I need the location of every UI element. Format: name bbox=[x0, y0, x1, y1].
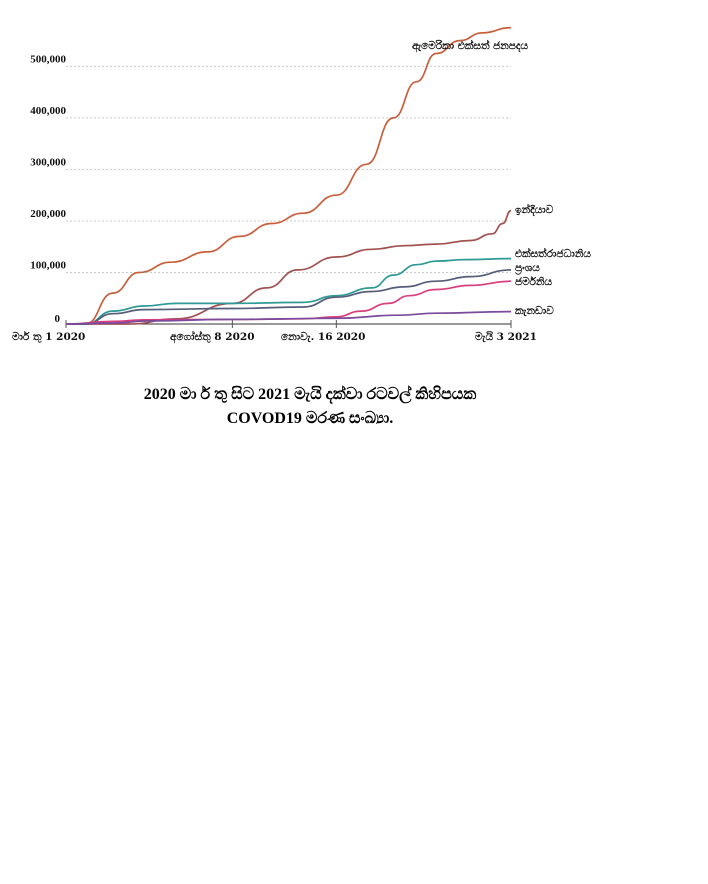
x-tick-label: නොවැ. 16 2020 bbox=[281, 330, 365, 343]
series-label-4: ජර්මනිය bbox=[515, 274, 553, 288]
y-tick-labels: 0 100,000 200,000 300,000 400,000 500,000 bbox=[30, 53, 66, 325]
series-labels: ඇමෙරිකා එක්සත් ජනපදය ඉන්දියාව එක්සත්රාජධාන… bbox=[412, 38, 591, 317]
x-tick-label: මැයි 3 2021 bbox=[475, 330, 537, 343]
y-tick-label: 300,000 bbox=[30, 156, 66, 168]
figure-caption: 2020 මා ර් තු සිට 2021 මැයි දක්වා රටවල් … bbox=[60, 383, 560, 431]
series-label-3: ප්‍රංශය bbox=[514, 262, 540, 275]
y-tick-label: 100,000 bbox=[30, 259, 66, 271]
x-tick-label: මාර් තු 1 2020 bbox=[12, 329, 85, 344]
deaths-line-chart: 0 100,000 200,000 300,000 400,000 500,000 මාර… bbox=[12, 26, 591, 344]
series-line-2 bbox=[65, 257, 512, 325]
y-tick-label: 200,000 bbox=[30, 208, 66, 220]
series-label-0: ඇමෙරිකා එක්සත් ජනපදය bbox=[412, 38, 529, 53]
series-line-1 bbox=[65, 209, 512, 325]
x-tick-label: අගෝස්තු 8 2020 bbox=[170, 329, 255, 344]
series-label-5: කැනඩාව bbox=[515, 304, 554, 317]
chart-area: 0 100,000 200,000 300,000 400,000 500,000 මාර… bbox=[8, 8, 628, 356]
series-line-5 bbox=[65, 310, 512, 325]
y-tick-label: 0 bbox=[55, 313, 61, 325]
series-line-4 bbox=[65, 280, 512, 325]
series-line-0 bbox=[65, 26, 512, 325]
series-label-2: එක්සත්රාජධානිය bbox=[515, 246, 591, 260]
series-lines bbox=[65, 26, 512, 325]
caption-line-2: COVOD19 මරණ සංඛ්‍යා. bbox=[226, 410, 394, 427]
series-label-1: ඉන්දියාව bbox=[515, 202, 554, 217]
x-tick-labels: මාර් තු 1 2020 අගෝස්තු 8 2020 නොවැ. 16 202… bbox=[12, 329, 537, 344]
caption-line-1: 2020 මා ර් තු සිට 2021 මැයි දක්වා රටවල් … bbox=[143, 386, 477, 403]
y-tick-label: 500,000 bbox=[30, 53, 66, 65]
y-tick-label: 400,000 bbox=[30, 105, 66, 117]
series-line-3 bbox=[65, 269, 512, 325]
